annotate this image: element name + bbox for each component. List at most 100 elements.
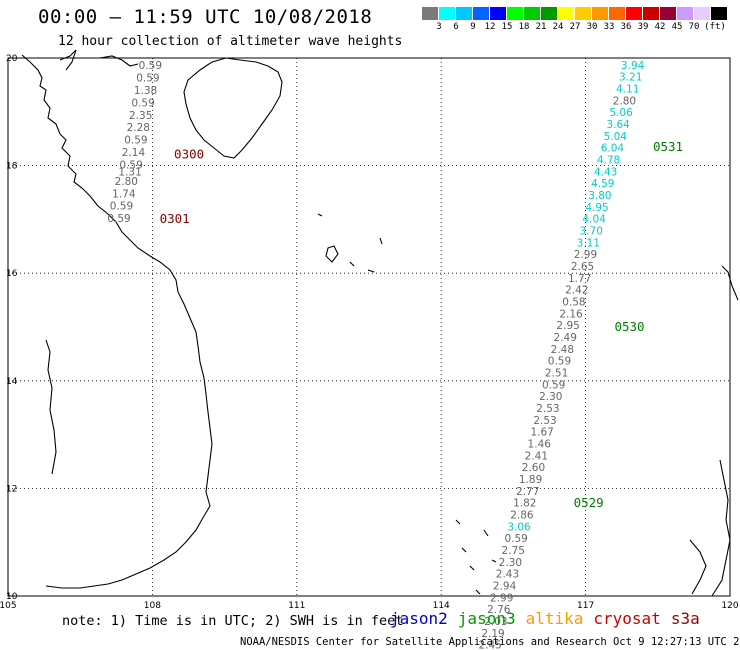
lon-tick-label: 117 [577,601,594,611]
wave-height-label: 2.41 [525,450,548,462]
footer-note: note: 1) Time is in UTC; 2) SWH is in fe… [62,613,404,629]
wave-height-labels: 0.590.591.380.592.352.280.592.140.591.31… [107,60,644,650]
wave-height-label: 0.59 [504,533,527,545]
scale-tick-label: 15 [501,22,513,32]
scale-tick-label: 6 [453,22,459,32]
wave-height-label: 2.19 [481,628,504,640]
wave-height-label: 2.99 [490,592,513,604]
wave-height-label: 2.30 [499,557,522,569]
wave-height-label: 2.80 [613,95,636,107]
scale-unit-label: (ft) [704,22,726,32]
luzon-coast [711,265,739,597]
mainland-coastline [21,54,213,589]
map-subtitle: 12 hour collection of altimeter wave hei… [58,34,403,49]
wave-height-label: 1.74 [112,188,136,200]
scale-swatch [711,7,727,20]
wave-height-label: 1.31 [118,166,141,178]
satellite-altika: altika [525,609,584,628]
lat-tick-label: 16 [6,269,18,279]
wave-height-label: 3.06 [507,521,531,533]
wave-height-label: 2.28 [127,122,150,134]
scale-tick-label: 9 [470,22,476,32]
wave-height-label: 2.14 [122,147,146,159]
wave-height-label: 2.95 [556,320,579,332]
scale-swatch [626,7,642,20]
lon-tick-label: 105 [0,601,17,611]
pass-time-label: 0301 [160,211,190,226]
wave-height-label: 2.80 [115,176,138,188]
wave-height-label: 1.67 [530,427,553,439]
wave-height-label: 0.59 [107,213,130,225]
lat-tick-label: 10 [6,592,18,602]
wave-height-label: 1.38 [134,85,157,97]
wave-height-label: 2.76 [487,604,511,616]
lat-tick-label: 14 [6,377,18,387]
satellite-jason2: jason2 [390,609,448,628]
scale-tick-label: 30 [586,22,598,32]
scale-tick-label: 45 [671,22,683,32]
lat-tick-label: 18 [6,162,18,172]
scale-swatch [439,7,455,20]
coastline [21,49,739,597]
scale-swatch [507,7,523,20]
credit-line: NOAA/NESDIS Center for Satellite Applica… [240,636,740,648]
pass-time-labels: 0300 0301 0531 0530 0529 0528 [160,139,683,650]
wave-height-label: 3.21 [619,72,642,84]
wave-height-label: 2.53 [536,403,559,415]
phu-quoc-coast [45,339,57,475]
wave-height-label: 4.11 [616,83,639,95]
pass-time-label: 0300 [174,147,204,162]
satellite-cryosat: cryosat [593,609,661,628]
scale-tick-label: 3 [436,22,442,32]
scale-tick-label: 39 [637,22,649,32]
scale-tick-label: 27 [569,22,581,32]
hainan-island [183,57,283,159]
wave-height-label: 4.04 [582,214,606,226]
wave-height-label: 2.16 [559,308,583,320]
scale-swatch [575,7,591,20]
scale-swatch [694,7,710,20]
wave-height-label: 2.94 [493,581,517,593]
lat-tick-label: 20 [6,54,18,64]
scale-tick-label: 42 [654,22,666,32]
wave-height-label: 2.99 [574,249,597,261]
wave-height-label: 0.59 [131,97,154,109]
satellite-jason3: jason3 [457,609,516,628]
wave-height-label: 2.53 [533,415,556,427]
wave-height-label: 2.45 [478,640,501,650]
wave-height-label: 2.86 [510,510,534,522]
scale-tick-label: 33 [603,22,615,32]
paracel-islands [317,213,383,273]
scale-swatch [660,7,676,20]
wave-height-label: 2.43 [496,569,519,581]
wave-height-label: 5.06 [609,107,633,119]
wave-height-label: 0.59 [119,159,142,171]
wave-height-label: 0.59 [548,356,571,368]
map-title: 00:00 – 11:59 UTC 10/08/2018 [38,6,373,28]
wave-height-label: 0.59 [110,201,133,213]
wave-height-label: 0.59 [124,135,147,147]
lon-tick-label: 114 [433,601,450,611]
wave-height-label: 3.94 [621,60,645,72]
scale-swatch [592,7,608,20]
wave-height-label: 2.60 [522,462,545,474]
wave-height-label: 2.51 [545,367,568,379]
axis-tick-labels: 105 108 111 114 117 120 20 18 16 14 12 10 [0,54,739,611]
scale-swatch [490,7,506,20]
scale-tick-label: 70 [688,22,700,32]
wave-height-label: 2.03 [484,616,507,628]
wave-height-label: 4.59 [591,178,614,190]
lat-tick-label: 12 [6,484,17,494]
wave-height-label: 1.46 [528,439,552,451]
pass-time-label: 0531 [653,139,683,154]
palawan-coast [689,539,707,595]
satellite-legend: jason2 jason3 altika cryosat s3a [390,609,710,628]
scale-swatch [473,7,489,20]
wave-height-label: 6.04 [601,143,625,155]
wave-height-label: 2.65 [571,261,594,273]
wave-height-label: 2.48 [551,344,574,356]
pass-time-label: 0528 [530,649,560,650]
wave-height-label: 2.35 [129,110,152,122]
pass-time-label: 0530 [614,319,644,334]
